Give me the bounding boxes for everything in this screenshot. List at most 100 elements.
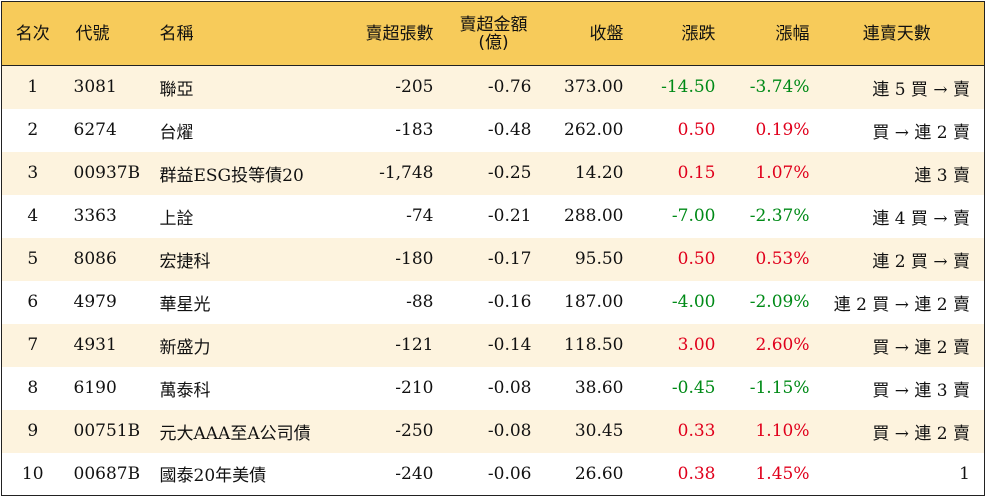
header-net-sell-lots[interactable]: 賣超張數: [339, 1, 440, 66]
table-row[interactable]: 5 8086 宏捷科 -180 -0.17 95.50 0.50 0.53% 連 2 買 → 賣: [1, 237, 985, 281]
cell-name[interactable]: 國泰20年美債: [159, 466, 267, 487]
cell-streak: 連 2 買 → 賣: [872, 251, 970, 272]
cell-net-sell-amount: -0.08: [487, 421, 532, 441]
cell-change-pct: 1.45%: [755, 463, 810, 484]
cell-rank: 9: [27, 421, 39, 441]
cell-name[interactable]: 宏捷科: [159, 251, 211, 272]
cell-close: 118.50: [564, 335, 624, 355]
header-streak[interactable]: 連賣天數: [809, 1, 985, 66]
table-row[interactable]: 1 3081 聯亞 -205 -0.76 373.00 -14.50 -3.74% 連 5 買 …: [1, 65, 985, 109]
cell-code[interactable]: 8086: [73, 249, 117, 269]
cell-code[interactable]: 4931: [73, 335, 117, 355]
cell-name[interactable]: 華星光: [159, 294, 211, 315]
cell-rank: 1: [27, 77, 39, 98]
cell-name[interactable]: 台燿: [159, 122, 194, 143]
table-row[interactable]: 6 4979 華星光 -88 -0.16 187.00 -4.00 -2.09% 連 2 買 →…: [1, 280, 985, 324]
header-close[interactable]: 收盤: [539, 1, 630, 66]
cell-name[interactable]: 上詮: [159, 208, 194, 229]
cell-net-sell-amount: -0.14: [487, 335, 532, 355]
header-code[interactable]: 代號: [63, 1, 140, 66]
header-name[interactable]: 名稱: [139, 1, 340, 66]
cell-streak: 連 3 賣: [914, 165, 970, 186]
cell-net-sell-amount: -0.17: [487, 249, 532, 269]
cell-change: 0.50: [677, 249, 716, 269]
cell-close: 187.00: [564, 292, 624, 312]
cell-code[interactable]: 00687B: [73, 463, 140, 484]
cell-net-sell-lots: -121: [395, 335, 434, 355]
cell-name[interactable]: 新盛力: [159, 337, 211, 358]
cell-change: -7.00: [671, 206, 716, 226]
cell-name[interactable]: 元大AAA至A公司債: [159, 423, 311, 444]
cell-rank: 5: [27, 249, 39, 269]
cell-streak: 買 → 連 3 賣: [872, 380, 970, 401]
table-row[interactable]: 9 00751B 元大AAA至A公司債 -250 -0.08 30.45 0.33 1.10%…: [1, 409, 985, 453]
cell-code[interactable]: 3363: [73, 206, 117, 226]
cell-change: 0.38: [677, 463, 716, 484]
cell-rank: 10: [21, 463, 44, 484]
header-net-sell-amount[interactable]: 賣超金額 (億): [439, 1, 540, 66]
cell-net-sell-lots: -88: [406, 292, 434, 312]
header-change-pct[interactable]: 漲幅: [719, 1, 810, 66]
cell-change-pct: 1.07%: [755, 163, 810, 183]
cell-close: 288.00: [564, 206, 624, 226]
cell-rank: 4: [27, 206, 39, 226]
table-row[interactable]: 10 00687B 國泰20年美債 -240 -0.06 26.60 0.38 1.45% 1: [1, 452, 985, 496]
cell-net-sell-amount: -0.06: [487, 463, 532, 484]
cell-rank: 6: [27, 292, 39, 312]
cell-rank: 3: [27, 163, 39, 183]
cell-change-pct: -2.37%: [749, 206, 810, 226]
cell-net-sell-amount: -0.16: [487, 292, 532, 312]
cell-change: 0.15: [677, 163, 716, 183]
cell-streak: 連 5 買 → 賣: [872, 79, 970, 100]
table-row[interactable]: 7 4931 新盛力 -121 -0.14 118.50 3.00 2.60% 買 → 連 2 …: [1, 323, 985, 367]
cell-net-sell-amount: -0.48: [487, 120, 532, 140]
cell-change: -0.45: [671, 378, 716, 398]
cell-streak: 買 → 連 2 賣: [872, 122, 970, 143]
cell-net-sell-lots: -180: [395, 249, 434, 269]
cell-close: 30.45: [574, 421, 624, 441]
cell-code[interactable]: 00937B: [73, 163, 140, 183]
cell-close: 26.60: [574, 463, 624, 484]
cell-rank: 8: [27, 378, 39, 398]
cell-close: 373.00: [564, 77, 624, 98]
cell-change: 3.00: [677, 335, 716, 355]
cell-change-pct: -1.15%: [749, 378, 810, 398]
table-row[interactable]: 4 3363 上詮 -74 -0.21 288.00 -7.00 -2.37% 連 4 買 → …: [1, 194, 985, 238]
cell-code[interactable]: 3081: [73, 77, 117, 98]
cell-code[interactable]: 6190: [73, 378, 117, 398]
cell-net-sell-amount: -0.08: [487, 378, 532, 398]
cell-net-sell-lots: -183: [395, 120, 434, 140]
cell-streak: 買 → 連 2 賣: [872, 423, 970, 444]
cell-change: 0.33: [677, 421, 716, 441]
cell-change: 0.50: [677, 120, 716, 140]
cell-name[interactable]: 聯亞: [159, 79, 194, 100]
cell-name[interactable]: 萬泰科: [159, 380, 211, 401]
cell-rank: 7: [27, 335, 39, 355]
cell-net-sell-lots: -250: [395, 421, 434, 441]
cell-close: 14.20: [574, 163, 624, 183]
cell-change-pct: 1.10%: [755, 421, 810, 441]
cell-streak: 1: [959, 463, 970, 484]
cell-net-sell-lots: -210: [395, 378, 434, 398]
cell-code[interactable]: 4979: [73, 292, 117, 312]
cell-code[interactable]: 00751B: [73, 421, 140, 441]
header-change[interactable]: 漲跌: [629, 1, 720, 66]
cell-net-sell-lots: -1,748: [379, 163, 434, 183]
cell-name[interactable]: 群益ESG投等債20: [159, 165, 304, 186]
table-body: 1 3081 聯亞 -205 -0.76 373.00 -14.50 -3.74% 連 5 買 …: [1, 65, 985, 496]
table-row[interactable]: 3 00937B 群益ESG投等債20 -1,748 -0.25 14.20 0.15 1.0…: [1, 151, 985, 195]
cell-rank: 2: [27, 120, 39, 140]
cell-net-sell-amount: -0.21: [487, 206, 532, 226]
cell-change-pct: 0.53%: [755, 249, 810, 269]
cell-change-pct: -2.09%: [749, 292, 810, 312]
cell-code[interactable]: 6274: [73, 120, 117, 140]
table-row[interactable]: 2 6274 台燿 -183 -0.48 262.00 0.50 0.19% 買 → 連 2 賣: [1, 108, 985, 152]
header-rank[interactable]: 名次: [1, 1, 64, 66]
cell-close: 95.50: [574, 249, 624, 269]
cell-close: 38.60: [574, 378, 624, 398]
cell-change: -14.50: [661, 77, 716, 98]
header-net-sell-amount-line1: 賣超金額: [459, 14, 528, 35]
table-row[interactable]: 8 6190 萬泰科 -210 -0.08 38.60 -0.45 -1.15% 買 → 連 3…: [1, 366, 985, 410]
